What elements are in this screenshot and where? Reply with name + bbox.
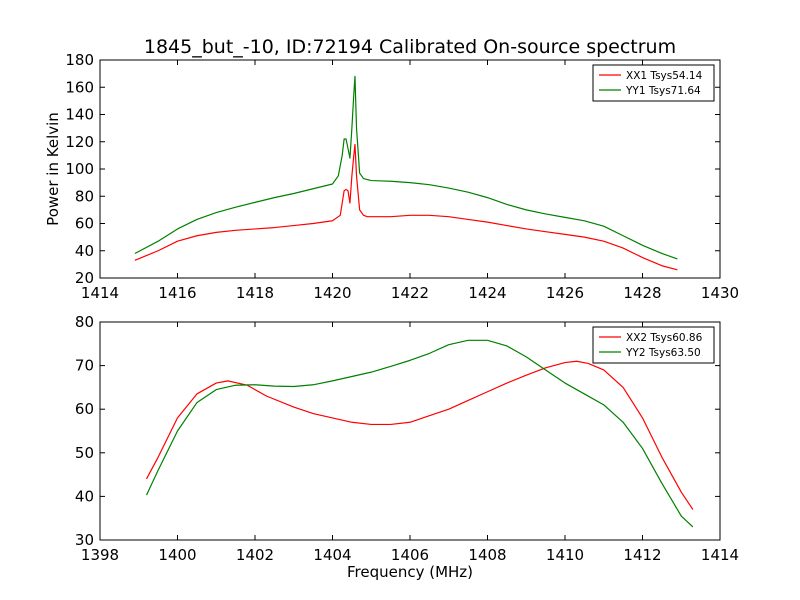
y-tick-label: 20 (75, 269, 94, 287)
x-tick-label: 1430 (701, 284, 739, 302)
legend: XX2 Tsys60.86 YY2 Tsys63.50 (592, 326, 715, 364)
legend-label: YY2 Tsys63.50 (625, 347, 701, 359)
x-tick-label: 1426 (546, 284, 584, 302)
y-tick-label: 60 (75, 215, 94, 233)
x-tick-label: 1422 (391, 284, 429, 302)
y-tick-label: 80 (75, 313, 94, 331)
series-line-1-2 (134, 75, 678, 260)
x-tick-label: 1410 (546, 546, 584, 564)
x-axis-label: Frequency (MHz) (347, 563, 473, 581)
y-tick-label: 70 (75, 357, 94, 375)
y-tick-label: 140 (65, 106, 94, 124)
y-axis-label: Power in Kelvin (44, 112, 62, 226)
x-tick-label: 1416 (158, 284, 196, 302)
y-tick-label: 30 (75, 531, 94, 549)
y-tick-label: 160 (65, 78, 94, 96)
y-tick-label: 120 (65, 133, 94, 151)
legend-label: YY1 Tsys71.64 (625, 85, 701, 97)
x-tick-label: 1406 (391, 546, 429, 564)
legend-label: XX2 Tsys60.86 (626, 332, 703, 344)
y-tick-label: 40 (75, 487, 94, 505)
y-tick-label: 40 (75, 242, 94, 260)
chart-title: 1845_but_-10, ID:72194 Calibrated On-sou… (144, 36, 676, 58)
x-tick-label: 1418 (236, 284, 274, 302)
y-tick-label: 60 (75, 400, 94, 418)
panel-2: 1398 1400 1402 1404 1406 1408 1410 1412 1414 30 40… (75, 313, 739, 581)
x-tick-label: 1404 (313, 546, 351, 564)
legend-box (592, 326, 715, 364)
x-tick-label: 1412 (623, 546, 661, 564)
x-tick-label: 1414 (81, 284, 119, 302)
y-tick-label: 100 (65, 160, 94, 178)
series-line-1-1 (134, 143, 678, 271)
x-tick-label: 1428 (623, 284, 661, 302)
panel-1: 1414 1416 1418 1420 1422 1424 1426 1428 1430 20 40… (44, 51, 739, 302)
y-tick-label: 180 (65, 51, 94, 69)
series-line-2-1 (145, 360, 694, 510)
x-tick-label: 1400 (158, 546, 196, 564)
x-tick-label: 1424 (468, 284, 506, 302)
y-tick-label: 50 (75, 444, 94, 462)
series-line-2-2 (145, 339, 694, 528)
x-tick-label: 1398 (81, 546, 119, 564)
y-tick-label: 80 (75, 187, 94, 205)
legend-box (592, 64, 715, 102)
legend-label: XX1 Tsys54.14 (626, 70, 703, 82)
x-tick-label: 1402 (236, 546, 274, 564)
x-tick-label: 1420 (313, 284, 351, 302)
x-tick-label: 1414 (701, 546, 739, 564)
legend: XX1 Tsys54.14 YY1 Tsys71.64 (592, 64, 715, 102)
x-tick-label: 1408 (468, 546, 506, 564)
